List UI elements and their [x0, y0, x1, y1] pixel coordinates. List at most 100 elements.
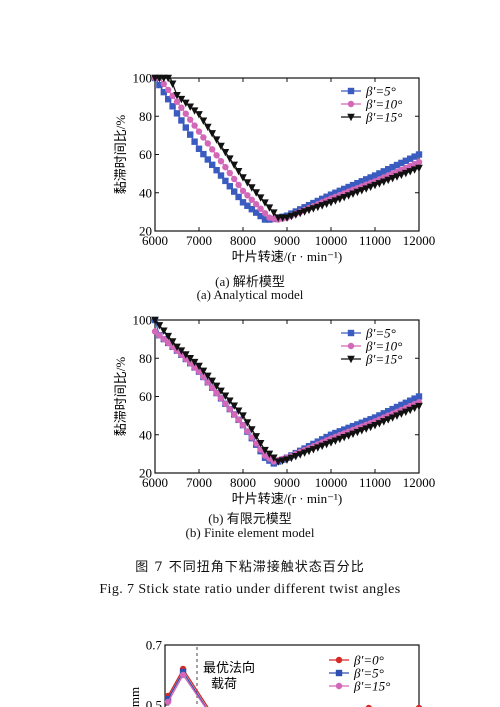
chart-b-data-point	[309, 446, 318, 454]
chart-b-data-point	[380, 410, 387, 417]
chart-a-data-point	[178, 117, 185, 124]
chart-a-data-point	[235, 181, 242, 189]
chart-b-data-point	[367, 416, 374, 423]
chart-a-legend-label: β′=5°	[365, 84, 396, 99]
chart-a-data-point	[345, 183, 352, 191]
chart-b-data-point	[314, 444, 322, 452]
chart-a-data-point	[385, 166, 392, 173]
chart-b-xtick-label: 8000	[230, 475, 256, 490]
chart-a-series-2	[151, 74, 423, 222]
chart-b-data-point	[406, 406, 414, 415]
chart-b-yaxis-label: 黏滞时间比/%	[113, 357, 128, 437]
chart-a-data-point	[261, 209, 269, 217]
chart-a-data-point	[165, 86, 172, 94]
chart-a-data-point	[209, 161, 216, 169]
chart-b-data-point	[239, 412, 247, 420]
chart-a-legend-marker	[347, 87, 355, 95]
chart-a-data-point	[305, 206, 313, 215]
chart-a-xtick-label: 11000	[359, 233, 391, 248]
chart-b-data-point	[204, 379, 211, 386]
chart-a-data-point	[173, 98, 181, 106]
chart-a-data-point	[156, 81, 163, 89]
chart-a-data-point	[389, 163, 396, 171]
chart-b-data-point	[186, 355, 194, 363]
chart-a-data-point	[358, 187, 366, 195]
chart-b-data-point	[165, 339, 172, 347]
chart-b-data-point	[322, 440, 331, 449]
chart-c-legend-label: β′=5°	[353, 666, 384, 681]
chart-a-data-point	[248, 205, 255, 213]
chart-a-data-point	[234, 167, 243, 176]
chart-b-data-point	[344, 432, 353, 440]
chart-a-data-point	[300, 208, 309, 216]
chart-b-data-point	[380, 418, 388, 426]
chart-b-data-point	[341, 426, 348, 433]
chart-c-data-point	[365, 704, 372, 707]
chart-a-ytick-label: 100	[133, 71, 153, 86]
chart-a-data-point	[235, 193, 242, 201]
chart-c-legend-marker	[335, 669, 343, 677]
chart-a-data-point	[204, 123, 212, 132]
chart-b-data-point	[358, 419, 365, 426]
chart-b-data-point	[200, 373, 207, 381]
chart-a-data-point	[415, 158, 423, 166]
chart-a-data-point	[327, 199, 335, 207]
chart-a-legend-marker	[347, 100, 355, 108]
subcaption-b-en: (b) Finite element model	[185, 525, 315, 540]
chart-a-ytick-label: 20	[139, 224, 152, 239]
chart-a-data-point	[208, 130, 216, 138]
chart-c-legend-label: β′=0°	[353, 653, 384, 668]
chart-b-data-point	[407, 397, 414, 404]
chart-b-data-point	[362, 425, 370, 433]
chart-a-data-point	[402, 169, 410, 178]
chart-c-ytick-label: 0.7	[146, 638, 163, 653]
chart-a-data-point	[164, 74, 172, 83]
chart-b-data-point	[323, 433, 330, 441]
chart-a-data-point	[217, 157, 225, 165]
chart-b-data-point	[222, 400, 229, 407]
chart-b-data-point	[332, 429, 339, 437]
chart-b-data-point	[173, 343, 181, 351]
chart-a-data-point	[168, 80, 177, 88]
chart-b-data-point	[385, 408, 392, 415]
chart-b-xtick-label: 12000	[403, 475, 436, 490]
figure-caption-en: Fig. 7 Stick state ratio under different…	[99, 582, 401, 597]
chart-a-data-point	[195, 145, 203, 152]
chart-a-data-point	[160, 88, 167, 96]
chart-a-data-point	[186, 103, 194, 111]
chart-b-data-point	[349, 430, 357, 438]
chart-b-data-point	[190, 358, 199, 367]
chart-a-data-point	[292, 211, 300, 219]
subcaption-a-en: (a) Analytical model	[196, 287, 304, 302]
chart-b-legend-marker	[347, 342, 355, 350]
chart-a-data-point	[362, 185, 370, 193]
chart-b-data-point	[270, 454, 278, 462]
chart-a-data-point	[222, 177, 229, 185]
chart-a-data-point	[231, 175, 238, 183]
chart-a-data-point	[256, 194, 265, 202]
chart-a-data-point	[239, 199, 247, 206]
chart-a-data-point	[283, 214, 291, 222]
figure-caption-cn: 图 7 不同扭角下粘滞接触状态百分比	[135, 560, 365, 575]
chart-a-data-point	[187, 116, 194, 123]
chart-b-data-point	[371, 414, 379, 421]
chart-a-data-point	[309, 205, 318, 213]
chart-b-xaxis-label: 叶片转速/(r · min⁻¹)	[232, 491, 342, 506]
chart-a-data-point	[173, 110, 181, 117]
chart-b-data-point	[248, 426, 256, 434]
chart-b-xtick-label: 11000	[359, 475, 391, 490]
chart-a-data-point	[371, 181, 379, 190]
chart-a-data-point	[287, 212, 296, 221]
chart-a-data-point	[344, 192, 353, 200]
chart-a-data-point	[336, 187, 343, 195]
chart-a-data-point	[393, 161, 401, 169]
chart-b-xtick-label: 7000	[186, 475, 212, 490]
chart-b-data-point	[393, 412, 401, 420]
chart-a-data-point	[200, 150, 207, 158]
chart-a-data-point	[367, 174, 374, 181]
chart-a-data-point	[261, 199, 269, 207]
chart-b-data-point	[363, 417, 370, 425]
